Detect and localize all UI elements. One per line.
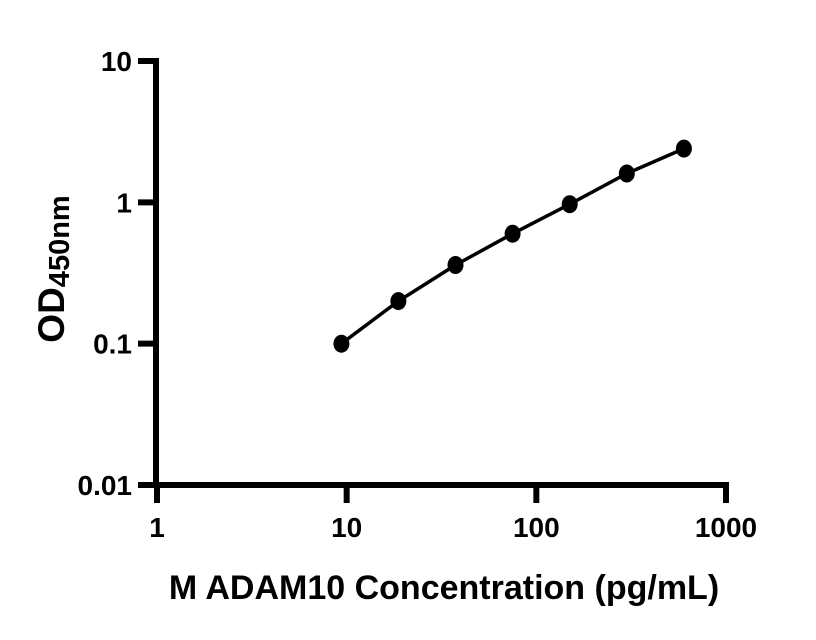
x-tick-label: 100 (513, 512, 560, 543)
x-tick-label: 1 (149, 512, 165, 543)
y-axis-title-main: OD (31, 287, 72, 343)
y-tick-label: 1 (116, 187, 132, 218)
y-axis-title-subscript: 450nm (44, 195, 76, 287)
x-tick-label: 1000 (695, 512, 757, 543)
data-point (618, 164, 635, 183)
data-point (333, 334, 350, 353)
data-point (504, 224, 521, 243)
x-axis-title: M ADAM10 Concentration (pg/mL) (169, 569, 719, 607)
y-tick-label: 0.01 (78, 470, 133, 501)
y-tick-label: 10 (101, 46, 132, 77)
x-axis: 1 10 100 1000 (149, 482, 757, 543)
data-point (390, 292, 407, 311)
y-axis-ticks (138, 58, 156, 488)
y-axis: 10 1 0.1 0.01 (78, 46, 159, 501)
data-point (675, 139, 692, 158)
y-tick-label: 0.1 (93, 329, 132, 360)
y-axis-title: OD450nm (31, 195, 76, 342)
y-axis-tick-labels: 10 1 0.1 0.01 (78, 46, 133, 501)
x-axis-ticks (154, 485, 729, 503)
data-series (333, 139, 692, 353)
x-tick-label: 10 (331, 512, 362, 543)
x-axis-tick-labels: 1 10 100 1000 (149, 512, 757, 543)
data-point (561, 195, 578, 214)
data-point (447, 256, 464, 274)
